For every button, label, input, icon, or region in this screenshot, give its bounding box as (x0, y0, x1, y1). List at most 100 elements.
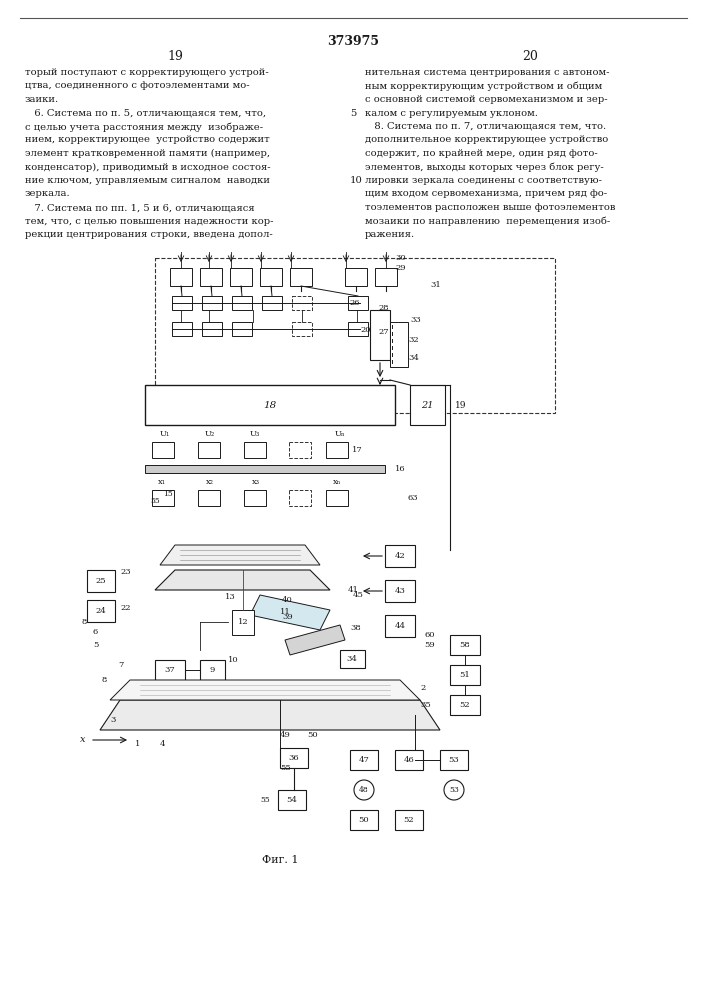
Text: 60: 60 (424, 631, 435, 639)
Text: 15: 15 (163, 490, 173, 498)
Text: ным корректирующим устройством и общим: ным корректирующим устройством и общим (365, 82, 602, 91)
Text: 20: 20 (522, 50, 538, 63)
Bar (198, 490, 220, 506)
Text: 43: 43 (395, 587, 405, 595)
Text: x₃: x₃ (252, 478, 260, 486)
Text: 50: 50 (307, 731, 317, 739)
Text: 40: 40 (282, 596, 293, 604)
Text: калом с регулируемым уклоном.: калом с регулируемым уклоном. (365, 108, 538, 117)
Text: 31: 31 (430, 281, 440, 289)
Text: 5: 5 (93, 641, 98, 649)
Text: 47: 47 (358, 756, 370, 764)
Text: цтва, соединенного с фотоэлементами мо-: цтва, соединенного с фотоэлементами мо- (25, 82, 250, 91)
Text: 52: 52 (404, 816, 414, 824)
Text: 34: 34 (408, 354, 419, 362)
Text: дополнительное корректирующее устройство: дополнительное корректирующее устройство (365, 135, 608, 144)
Bar (450, 635, 480, 655)
Text: 63: 63 (408, 494, 419, 502)
Text: U₂: U₂ (205, 430, 215, 438)
Bar (87, 570, 115, 592)
Bar (450, 695, 480, 715)
Polygon shape (110, 680, 420, 700)
Text: 10: 10 (350, 176, 363, 185)
Text: тоэлементов расположен выше фотоэлементов: тоэлементов расположен выше фотоэлементо… (365, 203, 615, 212)
Text: ние ключом, управляемым сигналом  наводки: ние ключом, управляемым сигналом наводки (25, 176, 270, 185)
Text: 34: 34 (346, 655, 358, 663)
Bar (348, 322, 368, 336)
Text: 11: 11 (280, 608, 291, 616)
Text: 51: 51 (460, 671, 470, 679)
Text: x₂: x₂ (206, 478, 214, 486)
Bar (87, 600, 115, 622)
Bar (385, 580, 415, 602)
Polygon shape (160, 545, 320, 565)
Text: 22: 22 (120, 604, 131, 612)
Text: 4: 4 (160, 740, 165, 748)
Text: 54: 54 (286, 796, 298, 804)
Text: 21: 21 (421, 400, 433, 410)
Bar (200, 268, 222, 286)
Text: 7: 7 (118, 661, 124, 669)
Text: 53: 53 (449, 786, 459, 794)
Bar (340, 650, 365, 668)
Text: 27: 27 (378, 328, 389, 336)
Text: с целью учета расстояния между  изображе-: с целью учета расстояния между изображе- (25, 122, 263, 131)
Text: 38: 38 (350, 624, 361, 632)
Polygon shape (155, 570, 330, 590)
Text: 12: 12 (238, 618, 248, 626)
Text: рекции центрирования строки, введена допол-: рекции центрирования строки, введена доп… (25, 230, 273, 239)
Text: элемент кратковременной памяти (например,: элемент кратковременной памяти (например… (25, 149, 270, 158)
Text: 8: 8 (82, 618, 88, 626)
Text: 55: 55 (260, 796, 270, 804)
Bar (390, 322, 408, 367)
Text: 17: 17 (352, 446, 363, 454)
Text: 48: 48 (359, 786, 369, 794)
Text: 55: 55 (280, 764, 291, 772)
Bar (202, 296, 222, 310)
Text: 53: 53 (449, 756, 460, 764)
Text: содержит, по крайней мере, один ряд фото-: содержит, по крайней мере, один ряд фото… (365, 149, 597, 158)
Bar (326, 490, 348, 506)
Text: Фиг. 1: Фиг. 1 (262, 855, 298, 865)
Text: 16: 16 (395, 465, 406, 473)
Text: 46: 46 (404, 756, 414, 764)
Bar (260, 268, 282, 286)
Text: 30: 30 (395, 254, 406, 262)
Bar (350, 750, 378, 770)
Text: с основной системой сервомеханизмом и зер-: с основной системой сервомеханизмом и зе… (365, 95, 607, 104)
Text: мозаики по направлению  перемещения изоб-: мозаики по направлению перемещения изоб- (365, 217, 610, 226)
Bar (155, 258, 555, 413)
Text: 45: 45 (353, 591, 364, 599)
Text: щим входом сервомеханизма, причем ряд фо-: щим входом сервомеханизма, причем ряд фо… (365, 190, 607, 198)
Bar (152, 490, 174, 506)
Text: 58: 58 (460, 641, 470, 649)
Text: зеркала.: зеркала. (25, 190, 71, 198)
Bar (172, 296, 192, 310)
Bar (172, 322, 192, 336)
Text: 8. Система по п. 7, отличающаяся тем, что.: 8. Система по п. 7, отличающаяся тем, чт… (365, 122, 606, 131)
Bar (278, 790, 306, 810)
Text: x₁: x₁ (158, 478, 166, 486)
Bar (395, 810, 423, 830)
Text: 28: 28 (378, 304, 389, 312)
Text: 49: 49 (280, 731, 291, 739)
Bar (350, 810, 378, 830)
Bar (326, 442, 348, 458)
Text: нием, корректирующее  устройство содержит: нием, корректирующее устройство содержит (25, 135, 270, 144)
Bar (230, 268, 252, 286)
Text: 33: 33 (410, 316, 421, 324)
Text: 20: 20 (360, 326, 370, 334)
Bar (289, 490, 311, 506)
Text: U₁: U₁ (160, 430, 170, 438)
Text: 13: 13 (225, 593, 235, 601)
Text: 2: 2 (420, 684, 425, 692)
Text: 52: 52 (460, 701, 470, 709)
Bar (450, 665, 480, 685)
Bar (385, 545, 415, 567)
Polygon shape (285, 625, 345, 655)
Bar (292, 296, 312, 310)
Bar (232, 610, 254, 635)
Bar (244, 442, 266, 458)
Text: конденсатор), приводимый в исходное состоя-: конденсатор), приводимый в исходное сост… (25, 162, 271, 172)
Text: 44: 44 (395, 622, 406, 630)
